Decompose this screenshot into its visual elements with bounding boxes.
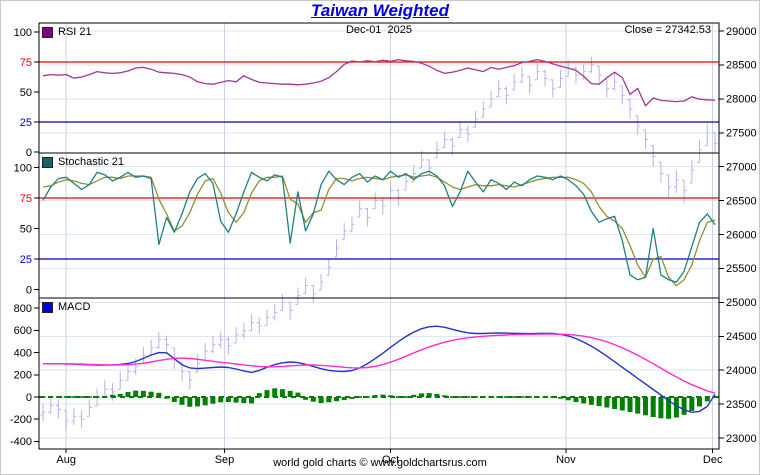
svg-text:Nov: Nov bbox=[556, 454, 576, 466]
svg-text:75: 75 bbox=[20, 57, 32, 69]
panel-border-2 bbox=[38, 297, 720, 450]
panel-border-0 bbox=[38, 22, 720, 154]
footer-attribution: world gold charts © www.goldchartsrus.co… bbox=[273, 457, 487, 469]
svg-text:75: 75 bbox=[20, 193, 32, 205]
close-value-label: Close = 27342.53 bbox=[624, 24, 711, 36]
rsi-legend-swatch-icon bbox=[42, 26, 53, 38]
series-%d-slow bbox=[42, 174, 716, 287]
svg-text:23000: 23000 bbox=[726, 433, 757, 445]
date-label: Dec-01 2025 bbox=[345, 24, 413, 36]
svg-text:24000: 24000 bbox=[726, 365, 757, 377]
price-bars bbox=[40, 56, 718, 431]
gridlines bbox=[39, 23, 719, 449]
svg-text:Dec: Dec bbox=[703, 454, 723, 466]
svg-text:100: 100 bbox=[14, 162, 32, 174]
svg-text:200: 200 bbox=[14, 370, 32, 382]
svg-text:26000: 26000 bbox=[726, 229, 757, 241]
svg-text:27000: 27000 bbox=[726, 162, 757, 174]
series-%k bbox=[42, 170, 716, 283]
svg-text:50: 50 bbox=[20, 223, 32, 235]
svg-text:Aug: Aug bbox=[56, 454, 76, 466]
series-macd bbox=[43, 325, 716, 413]
svg-text:29000: 29000 bbox=[726, 26, 757, 38]
svg-text:-200: -200 bbox=[10, 414, 32, 426]
legend-macd: MACD bbox=[42, 301, 90, 313]
axis-labels: 100 75 50 25 0 100 75 50 25 0 800 600 400 200 0 -200 -40… bbox=[10, 26, 757, 466]
svg-text:400: 400 bbox=[14, 347, 32, 359]
svg-text:50: 50 bbox=[20, 87, 32, 99]
legend-stochastic: Stochastic 21 bbox=[42, 156, 124, 168]
svg-text:25: 25 bbox=[20, 117, 32, 129]
svg-text:600: 600 bbox=[14, 325, 32, 337]
macd-legend-label: MACD bbox=[58, 301, 91, 313]
svg-text:27500: 27500 bbox=[726, 128, 757, 140]
svg-text:28500: 28500 bbox=[726, 60, 757, 72]
chart-title: Taiwan Weighted bbox=[311, 1, 449, 20]
rsi-legend-label: RSI 21 bbox=[58, 26, 92, 38]
series-signal bbox=[43, 333, 716, 394]
svg-text:0: 0 bbox=[26, 392, 32, 404]
svg-text:0: 0 bbox=[26, 284, 32, 296]
svg-text:Oct: Oct bbox=[382, 454, 399, 466]
stochastic-legend-swatch-icon bbox=[42, 156, 53, 168]
svg-text:23500: 23500 bbox=[726, 399, 757, 411]
svg-text:Sep: Sep bbox=[215, 454, 235, 466]
svg-text:24500: 24500 bbox=[726, 331, 757, 343]
legend-rsi: RSI 21 bbox=[42, 26, 92, 38]
svg-text:28000: 28000 bbox=[726, 94, 757, 106]
svg-text:0: 0 bbox=[26, 147, 32, 159]
svg-text:25000: 25000 bbox=[726, 297, 757, 309]
svg-text:25: 25 bbox=[20, 254, 32, 266]
svg-text:800: 800 bbox=[14, 303, 32, 315]
svg-text:26500: 26500 bbox=[726, 195, 757, 207]
series-rsi-21 bbox=[42, 58, 716, 107]
macd-histogram bbox=[40, 388, 718, 419]
stochastic-legend-label: Stochastic 21 bbox=[58, 156, 125, 168]
macd-legend-swatch-icon bbox=[42, 301, 53, 313]
svg-text:-400: -400 bbox=[10, 436, 32, 448]
svg-text:100: 100 bbox=[14, 27, 32, 39]
svg-text:25500: 25500 bbox=[726, 263, 757, 275]
